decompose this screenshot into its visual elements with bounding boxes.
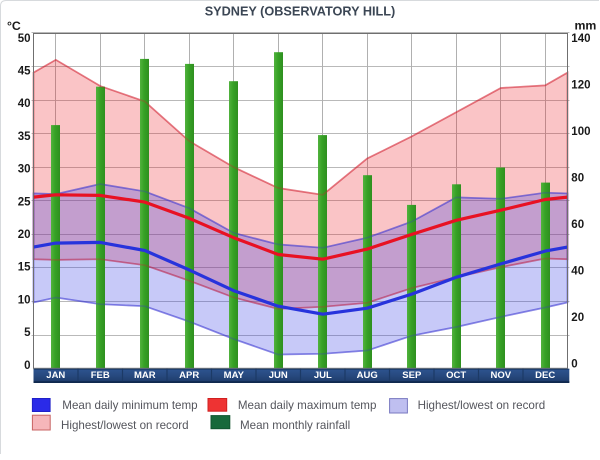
svg-text:°C: °C — [7, 19, 21, 33]
svg-text:60: 60 — [571, 219, 584, 231]
svg-text:DEC: DEC — [535, 370, 555, 381]
svg-text:FEB: FEB — [91, 370, 110, 381]
svg-text:40: 40 — [571, 266, 584, 278]
svg-text:80: 80 — [571, 173, 584, 185]
svg-text:SYDNEY (OBSERVATORY HILL): SYDNEY (OBSERVATORY HILL) — [205, 4, 396, 18]
svg-text:40: 40 — [18, 98, 31, 110]
svg-text:35: 35 — [18, 131, 31, 143]
svg-text:100: 100 — [571, 126, 590, 138]
svg-text:APR: APR — [179, 370, 199, 381]
svg-text:JUL: JUL — [314, 370, 332, 381]
svg-text:Highest/lowest on record: Highest/lowest on record — [61, 419, 189, 432]
svg-text:JUN: JUN — [269, 370, 288, 381]
svg-text:MAR: MAR — [134, 370, 156, 381]
svg-text:30: 30 — [18, 164, 31, 176]
svg-text:OCT: OCT — [446, 370, 466, 381]
svg-text:NOV: NOV — [491, 370, 512, 381]
svg-text:15: 15 — [18, 262, 31, 274]
svg-text:Mean daily minimum temp: Mean daily minimum temp — [62, 399, 197, 412]
svg-text:mm: mm — [575, 19, 597, 33]
svg-text:JAN: JAN — [46, 370, 65, 381]
svg-text:MAY: MAY — [224, 370, 245, 381]
svg-text:25: 25 — [18, 196, 31, 208]
svg-text:5: 5 — [24, 327, 31, 339]
svg-text:Highest/lowest on record: Highest/lowest on record — [418, 399, 546, 412]
svg-text:120: 120 — [571, 79, 590, 91]
svg-text:20: 20 — [18, 229, 31, 241]
svg-text:45: 45 — [18, 66, 31, 78]
svg-text:AUG: AUG — [357, 370, 378, 381]
svg-text:0: 0 — [571, 359, 577, 371]
svg-text:50: 50 — [18, 33, 31, 45]
svg-text:20: 20 — [571, 312, 584, 324]
svg-text:Mean monthly rainfall: Mean monthly rainfall — [240, 419, 350, 432]
svg-text:140: 140 — [571, 33, 590, 45]
svg-text:0: 0 — [24, 360, 30, 372]
svg-text:Mean daily maximum temp: Mean daily maximum temp — [238, 399, 377, 412]
svg-text:SEP: SEP — [402, 370, 422, 381]
svg-text:10: 10 — [18, 294, 31, 306]
